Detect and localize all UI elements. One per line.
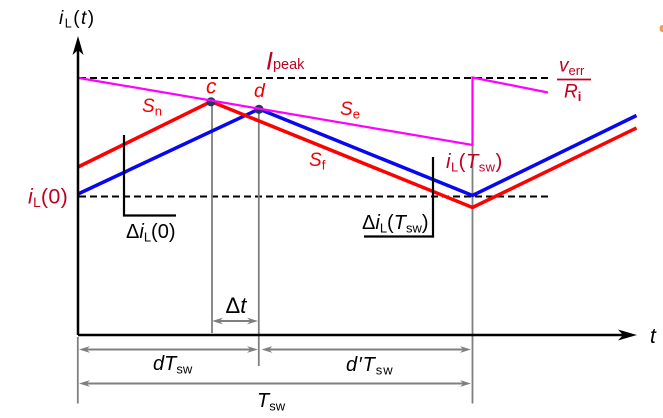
svg-text:verr: verr — [559, 56, 585, 79]
svg-text:t: t — [650, 325, 657, 348]
svg-text:ΔiL(0): ΔiL(0) — [126, 221, 176, 245]
svg-text:Ri: Ri — [564, 82, 581, 105]
svg-text:Sf: Sf — [309, 150, 326, 173]
svg-text:iL(t): iL(t) — [59, 8, 96, 31]
svg-text:Δt: Δt — [226, 293, 248, 318]
svg-text:c: c — [206, 76, 217, 99]
svg-text:d: d — [254, 80, 266, 102]
